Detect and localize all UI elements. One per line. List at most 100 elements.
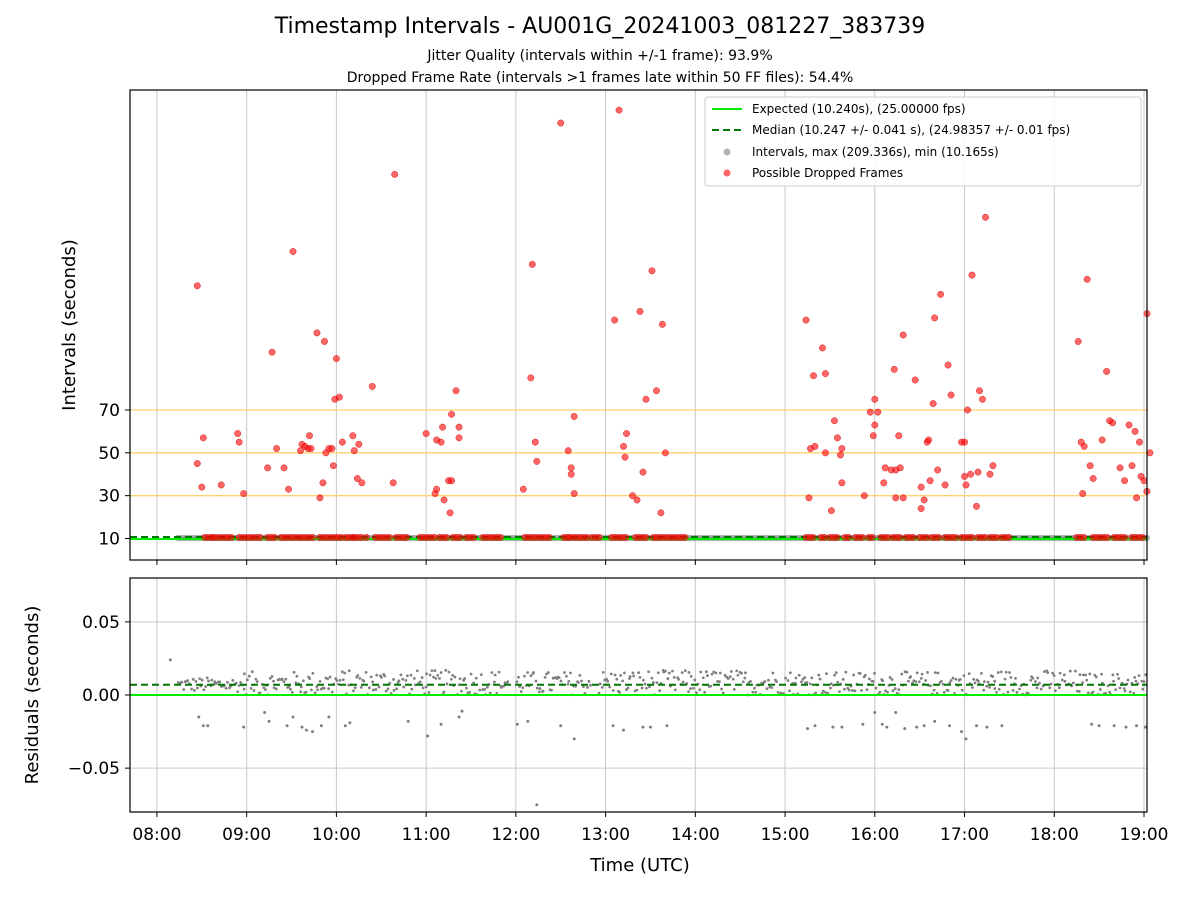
- residual-point: [399, 673, 403, 677]
- residual-point: [886, 690, 889, 694]
- dropped-frame-point: [545, 534, 553, 541]
- dropped-frame-point: [976, 387, 983, 395]
- residual-point: [327, 687, 331, 691]
- residual-point: [788, 671, 792, 675]
- residual-point: [582, 685, 585, 688]
- residual-point: [1133, 676, 1137, 679]
- residual-point: [242, 725, 246, 729]
- dropped-frame-point: [1080, 443, 1088, 450]
- residual-point: [1004, 670, 1008, 674]
- residual-point: [515, 680, 519, 684]
- residual-point: [803, 676, 807, 679]
- residual-point: [895, 691, 899, 695]
- residual-point: [569, 671, 572, 675]
- dropped-frame-point: [623, 430, 630, 437]
- residual-point: [371, 688, 375, 692]
- residual-point: [929, 684, 932, 688]
- dropped-frame-point: [964, 406, 971, 414]
- residual-point: [559, 724, 563, 728]
- residual-point: [268, 677, 272, 680]
- residual-point: [954, 677, 958, 681]
- dropped-frame-point: [567, 470, 575, 478]
- residual-point: [728, 675, 732, 679]
- dropped-frame-point: [621, 453, 629, 461]
- residual-point: [838, 690, 841, 694]
- residual-point: [829, 686, 832, 690]
- dropped-frame-point: [974, 468, 982, 476]
- dropped-frame-point: [920, 496, 928, 504]
- residual-point: [841, 677, 845, 681]
- dropped-frame-point: [941, 481, 949, 489]
- legend-expected-label: Expected (10.240s), (25.00000 fps): [752, 102, 966, 116]
- residual-point: [878, 690, 882, 694]
- dropped-frame-point: [1128, 462, 1136, 470]
- residual-point: [821, 689, 825, 693]
- residual-point: [628, 675, 632, 678]
- residual-point: [601, 670, 605, 674]
- residual-point: [623, 671, 626, 675]
- residual-point: [664, 669, 667, 673]
- residual-point: [1058, 671, 1062, 675]
- residual-point: [641, 725, 645, 729]
- residual-point: [316, 688, 319, 692]
- residual-point: [611, 689, 615, 692]
- residual-point: [226, 680, 229, 684]
- residual-point: [853, 689, 857, 693]
- residual-point: [632, 674, 636, 678]
- residual-point: [1035, 686, 1039, 690]
- residual-point: [438, 677, 441, 680]
- bottom-y-axis-label: Residuals (seconds): [22, 606, 43, 785]
- bottom-reference-lines: [130, 683, 1147, 696]
- residual-point: [538, 687, 542, 690]
- residual-point: [718, 680, 721, 683]
- residual-point: [580, 679, 583, 683]
- residual-point: [318, 679, 322, 683]
- residual-point: [308, 677, 312, 680]
- residual-point: [328, 675, 332, 679]
- dropped-frame-point: [968, 271, 976, 279]
- residual-point: [932, 688, 936, 692]
- residual-point: [204, 685, 208, 688]
- dropped-frame-point: [1103, 534, 1111, 541]
- residual-point: [611, 724, 615, 728]
- dropped-frame-point: [403, 534, 411, 541]
- dropped-frame-point: [925, 436, 933, 444]
- residual-point: [985, 725, 989, 729]
- residual-point: [687, 690, 690, 694]
- residual-point: [1071, 681, 1075, 685]
- residual-point: [651, 681, 655, 684]
- residual-point: [299, 685, 303, 689]
- residual-point: [640, 686, 644, 690]
- residual-point: [751, 690, 755, 694]
- residual-point: [341, 678, 345, 682]
- dropped-frame-point: [452, 387, 460, 395]
- residual-point: [688, 687, 692, 691]
- residual-point: [843, 687, 846, 691]
- residual-point: [474, 676, 478, 680]
- residual-point: [951, 676, 955, 680]
- residual-point: [425, 672, 428, 676]
- residual-point: [946, 689, 950, 692]
- residual-point: [347, 669, 351, 673]
- residual-point: [1015, 690, 1019, 694]
- residual-point: [643, 682, 647, 686]
- residual-point: [493, 673, 497, 677]
- residual-point: [1086, 691, 1090, 695]
- residual-point: [948, 724, 952, 728]
- dropped-frame-point: [564, 447, 572, 455]
- residual-point: [808, 682, 812, 686]
- dropped-frame-point: [871, 421, 879, 429]
- dropped-frame-point: [440, 496, 448, 504]
- dropped-frame-point: [895, 432, 903, 440]
- residual-point: [472, 681, 476, 685]
- residual-point: [829, 682, 833, 686]
- residual-point: [897, 688, 901, 692]
- dropped-frame-point: [437, 438, 445, 446]
- residual-point: [826, 691, 830, 695]
- dropped-frame-point: [899, 494, 907, 502]
- residual-point: [1100, 672, 1104, 676]
- residual-point: [457, 683, 461, 687]
- residual-point: [962, 674, 966, 678]
- residual-point: [1082, 673, 1085, 677]
- residual-point: [770, 686, 774, 690]
